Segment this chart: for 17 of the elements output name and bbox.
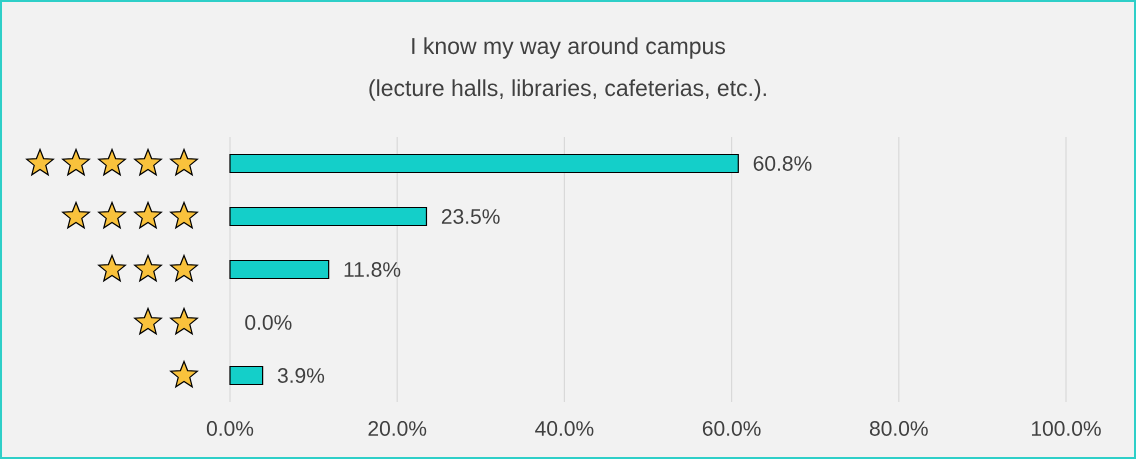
- x-tick-label: 0.0%: [206, 421, 254, 436]
- bar: [229, 153, 739, 174]
- x-tick-label: 80.0%: [869, 421, 928, 436]
- data-label: 60.8%: [753, 156, 812, 171]
- data-label: 3.9%: [277, 368, 325, 383]
- chart-subtitle: (lecture halls, libraries, cafeterias, etc.).: [369, 79, 766, 101]
- data-label: 0.0%: [245, 315, 292, 330]
- bar: [229, 259, 330, 280]
- data-label: 23.5%: [441, 209, 500, 224]
- x-tick-label: 60.0%: [702, 421, 761, 436]
- data-label: 11.8%: [344, 262, 401, 277]
- chart-title: I know my way around campus: [412, 37, 725, 59]
- bar: [229, 206, 428, 227]
- x-tick-label: 20.0%: [368, 421, 427, 436]
- bar: [229, 365, 264, 386]
- x-tick-label: 40.0%: [535, 421, 594, 436]
- x-tick-label: 100.0%: [1031, 421, 1101, 436]
